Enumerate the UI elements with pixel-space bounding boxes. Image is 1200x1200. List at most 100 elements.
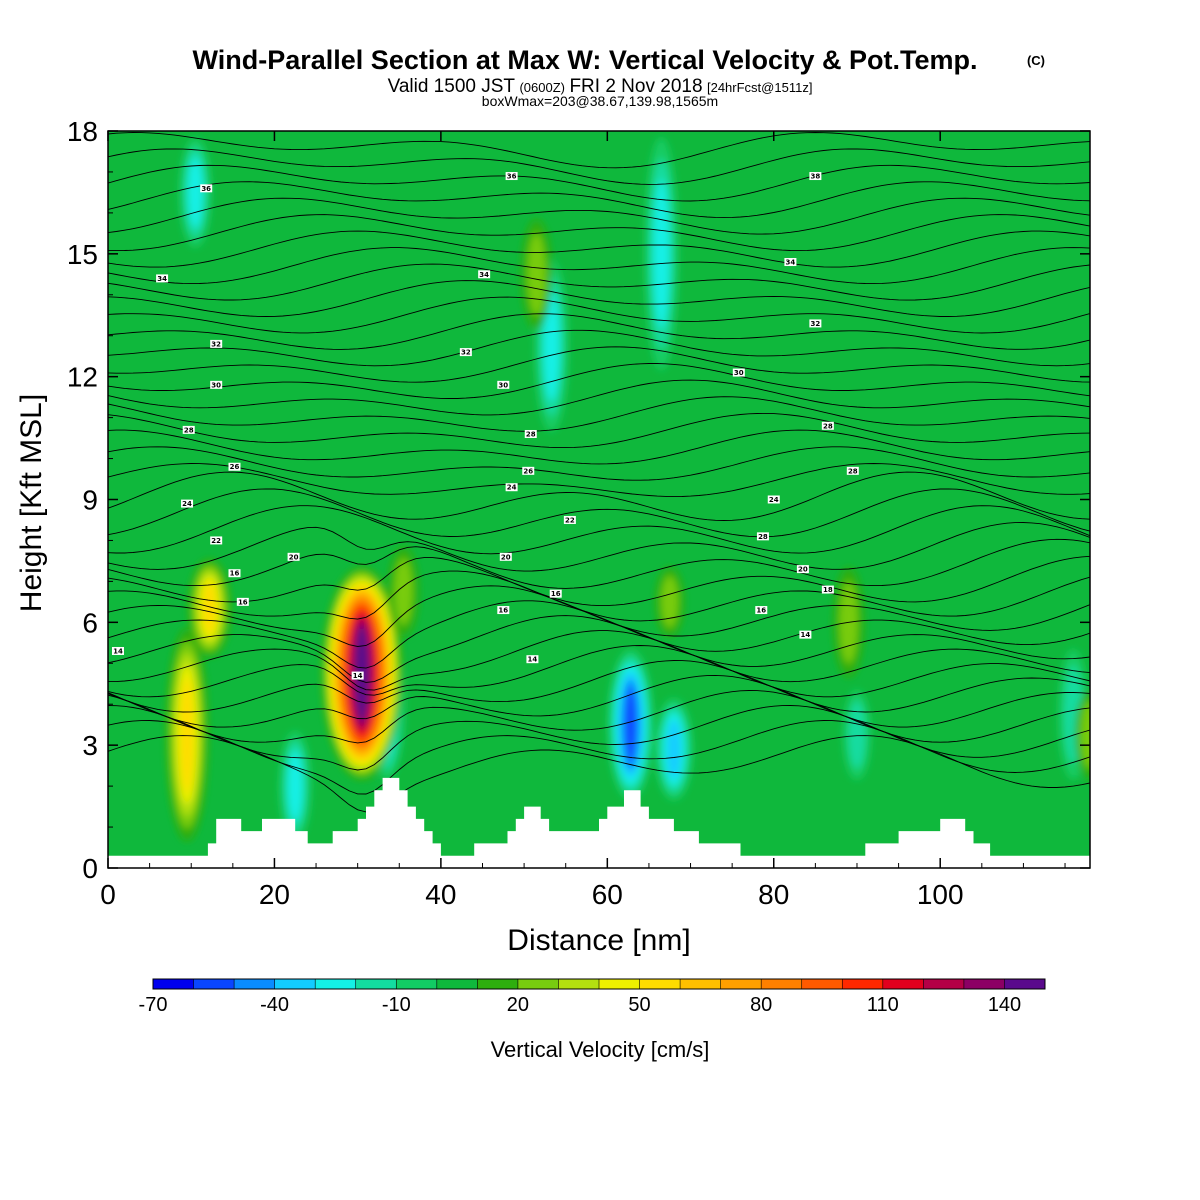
contour-label-bg	[497, 606, 510, 615]
downdraft-core-7-level-1	[848, 701, 866, 769]
downdraft-core-6-level-2	[288, 751, 303, 822]
theta-contour-line	[108, 645, 1090, 698]
contour-label: 38	[810, 173, 820, 181]
theta-contour-line	[108, 296, 1090, 334]
theta-contour-line	[108, 197, 1090, 235]
theta-contour-line	[108, 313, 1090, 350]
contour-label-bg	[236, 597, 249, 606]
theta-contour-line	[108, 230, 1090, 268]
contour-label: 16	[230, 570, 240, 578]
theta-contour-line	[108, 720, 1090, 795]
contour-label-bg	[522, 466, 535, 475]
contour-label: 14	[801, 631, 811, 639]
contour-label-bg	[499, 552, 512, 561]
colorbar-labels: -70 -40 -10 20 50 80 110 140	[139, 994, 1022, 1016]
contour-label: 28	[848, 467, 858, 475]
theta-contour-line	[108, 522, 1090, 572]
theta-contour-line	[108, 488, 1090, 538]
colorbar-swatch	[517, 979, 559, 989]
contour-label: 36	[507, 173, 517, 181]
plot-area: 14 14 14 14 16 16 16 16 16 18 20 20 20 22 22 24 24 24 26 26…	[108, 131, 1090, 868]
theta-contour-line	[108, 412, 1090, 449]
valid-date: FRI 2 Nov 2018	[569, 76, 702, 97]
colorbar-swatch	[315, 979, 357, 989]
contour-label-bg	[156, 274, 169, 283]
x-tick-label: 100	[917, 879, 964, 910]
colorbar-swatch	[396, 979, 438, 989]
theta-contour-line	[108, 346, 1090, 383]
contour-label: 26	[523, 467, 533, 475]
contour-label: 28	[184, 426, 194, 434]
contour-label: 30	[211, 381, 221, 389]
colorbar-tick-label: 80	[750, 994, 772, 1016]
updraft-core-5-level-1	[661, 575, 679, 628]
contour-label: 32	[461, 349, 471, 357]
contour-label: 24	[182, 500, 192, 508]
colorbar-swatch	[680, 979, 722, 989]
contour-label: 22	[565, 516, 575, 524]
contour-labels: 14 14 14 14 16 16 16 16 16 18 20 20 20 22 22 24 24 24 26 26…	[111, 172, 859, 680]
contour-label-bg	[767, 495, 780, 504]
copyright-mark: (C)	[1027, 53, 1045, 68]
contour-label-bg	[796, 565, 809, 574]
theta-contour-line	[108, 615, 1090, 683]
contour-label-bg	[200, 184, 213, 193]
theta-contour-line	[108, 600, 1090, 669]
theta-contour-line	[108, 379, 1090, 416]
chart-title: Wind-Parallel Section at Max W: Vertical…	[193, 45, 978, 75]
contour-label: 16	[756, 607, 766, 615]
contour-label-bg	[732, 368, 745, 377]
y-tick-label: 12	[67, 362, 98, 393]
colorbar-swatch	[193, 979, 235, 989]
theta-contour-line	[108, 585, 1090, 647]
theta-contour-line	[108, 329, 1090, 367]
contour-label: 30	[498, 381, 508, 389]
contour-label-bg	[809, 319, 822, 328]
theta-contour-line	[108, 674, 1090, 728]
theta-contour-line	[108, 396, 1090, 432]
contour-label: 24	[507, 484, 517, 492]
x-axis-title: Distance [nm]	[507, 924, 690, 957]
colorbar-swatch	[355, 979, 397, 989]
contour-label: 14	[353, 672, 363, 680]
contour-label-bg	[228, 462, 241, 471]
contour-label: 20	[798, 566, 808, 574]
colorbar-tick-label: -40	[260, 994, 289, 1016]
theta-contour-line	[108, 505, 1090, 555]
updraft-core-3-level-1	[394, 558, 413, 626]
theta-contour-line	[108, 555, 1090, 607]
downdraft-core-2-level-3	[667, 719, 681, 779]
updraft-core-4-level-1	[527, 233, 546, 316]
x-axis: 0 20 40 60 80 100	[100, 131, 1066, 910]
updraft-core-7-level-1	[1080, 701, 1090, 769]
colorbar-swatch	[234, 979, 276, 989]
theta-contour-line	[108, 705, 1090, 771]
valid-time: Valid 1500 JST	[388, 76, 516, 97]
colorbar-tick-label: -10	[382, 994, 411, 1016]
contour-label-bg	[524, 429, 537, 438]
colorbar-swatch	[882, 979, 924, 989]
contour-label-bg	[526, 655, 539, 664]
contour-label-bg	[821, 421, 834, 430]
theta-contour-line	[108, 214, 1090, 252]
theta-contour-line	[108, 429, 1090, 465]
theta-contour-line	[108, 471, 1090, 521]
contour-label: 26	[230, 463, 240, 471]
contour-label-bg	[784, 258, 797, 267]
contour-label: 20	[289, 553, 299, 561]
contour-label-bg	[210, 380, 223, 389]
downdraft-core-4-level-2	[543, 291, 560, 401]
colorbar-swatch	[436, 979, 478, 989]
theta-contour-line	[108, 164, 1090, 202]
y-axis-title: Height [Kft MSL]	[15, 394, 48, 612]
contour-label: 34	[786, 259, 796, 267]
x-tick-label: 0	[100, 879, 116, 910]
contour-label: 14	[528, 656, 538, 664]
contour-label: 28	[823, 422, 833, 430]
plot-background	[108, 131, 1090, 868]
theta-contour-line	[108, 463, 1090, 498]
colorbar-swatch	[558, 979, 600, 989]
contour-label-bg	[478, 270, 491, 279]
contour-label-bg	[505, 483, 518, 492]
